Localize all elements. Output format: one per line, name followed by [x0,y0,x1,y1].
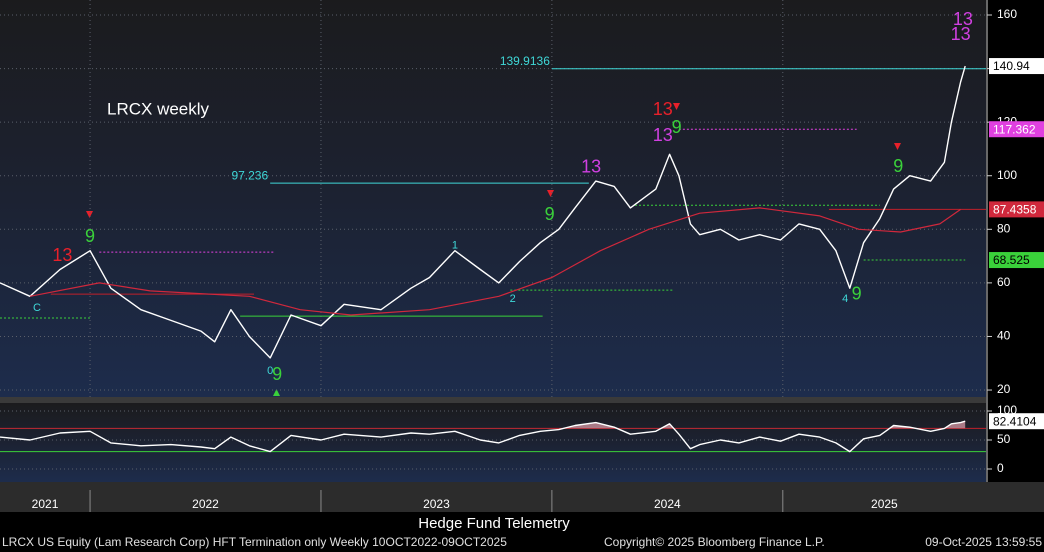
series-line [29,207,961,316]
x-tick-label: 2024 [654,497,681,511]
count-label: 13 [581,157,601,177]
count-label: 13 [52,245,72,265]
y-tick-label: 40 [997,329,1011,343]
y-tick-label: 100 [997,168,1017,182]
axis-tag [989,201,1044,218]
y-tick-label: 160 [997,7,1017,21]
count-label: 9 [85,226,95,246]
x-tick-label: 2022 [192,497,219,511]
count-label: 9 [893,156,903,176]
axis-tag-label: 140.94 [993,59,1030,73]
count-label: 0 [267,365,273,377]
level-label: 97.236 [231,168,268,182]
arrow [86,211,93,218]
y2-tick-label: 50 [997,432,1011,446]
level-label: 139.9136 [500,54,550,68]
y-tick-label: 60 [997,275,1011,289]
footer-copyright: Copyright© 2025 Bloomberg Finance L.P. [604,535,825,549]
count-label: 13 [951,24,971,44]
axis-tag [989,58,1044,75]
count-label: 13 [953,9,973,29]
axis-tag-label: 87.4358 [993,203,1037,217]
chart-title: LRCX weekly [107,99,210,118]
axis-tag [989,413,1044,430]
series-line [0,420,966,453]
count-label: C [33,302,41,314]
arrow [673,103,680,110]
arrow [547,190,554,197]
y2-tick-label: 0 [997,461,1004,475]
y-tick-label: 80 [997,221,1011,235]
axis-tag-label: 117.362 [993,122,1036,136]
arrow [894,143,901,150]
count-label: 9 [852,284,862,304]
count-label: 2 [510,293,516,305]
time-axis [0,482,1044,512]
x-tick-label: 2025 [871,497,898,511]
footer-left: LRCX US Equity (Lam Research Corp) HFT T… [2,535,507,549]
count-label: 9 [545,204,555,224]
axis-tag-label: 68.525 [993,253,1030,267]
panel-divider [0,397,986,403]
count-label: 13 [653,99,673,119]
y-tick-label: 20 [997,382,1011,396]
axis-tag-label: 82.4104 [993,414,1037,428]
count-label: 9 [272,364,282,384]
arrow [273,389,280,396]
count-label: 4 [842,293,848,305]
price-panel [0,0,986,397]
axis-tag [989,252,1044,269]
footer-center: Hedge Fund Telemetry [418,515,570,532]
axis-tag [989,121,1044,138]
x-tick-label: 2023 [423,497,450,511]
footer-timestamp: 09-Oct-2025 13:59:55 [925,535,1042,549]
count-label: 9 [672,117,682,137]
series-line [0,65,966,359]
count-label: 1 [452,239,458,251]
x-tick-label: 2021 [32,497,59,511]
count-label: 13 [653,125,673,145]
